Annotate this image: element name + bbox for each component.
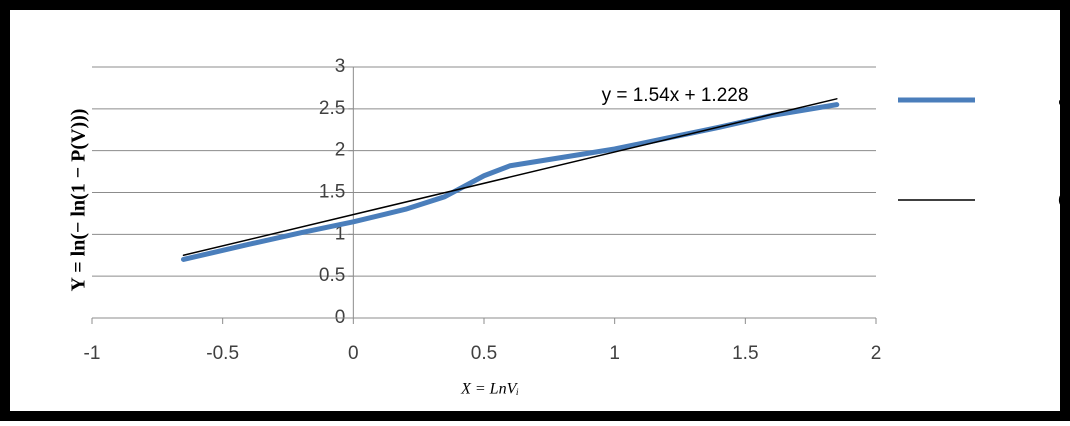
y-tick-label: 1	[335, 223, 346, 244]
y-tick-label: 2	[335, 140, 346, 161]
legend-label: خط رگرسیون	[1058, 91, 1070, 108]
y-axis-label: Y = ln(− ln(1 − P(V)))	[68, 109, 90, 292]
x-tick-label: 0	[348, 343, 359, 364]
series-line	[182, 98, 838, 256]
x-tick-label: 0.5	[471, 343, 497, 364]
x-tick-label: 1.5	[732, 343, 758, 364]
x-tick-label: -0.5	[206, 343, 239, 364]
x-tick-label: 2	[871, 343, 882, 364]
x-tick-label: -1	[84, 343, 101, 364]
y-tick-label: 3	[335, 56, 346, 77]
x-axis-label: X = LnVᵢ	[460, 381, 519, 398]
x-tick-label: 1	[609, 343, 620, 364]
y-tick-label: 0.5	[319, 265, 345, 286]
y-tick-label: 2.5	[319, 98, 345, 119]
trend-equation: y = 1.54x + 1.228	[602, 85, 749, 106]
legend-label: Linear (خط رگرسیون)	[1058, 191, 1070, 208]
y-tick-label: 1.5	[319, 182, 345, 203]
